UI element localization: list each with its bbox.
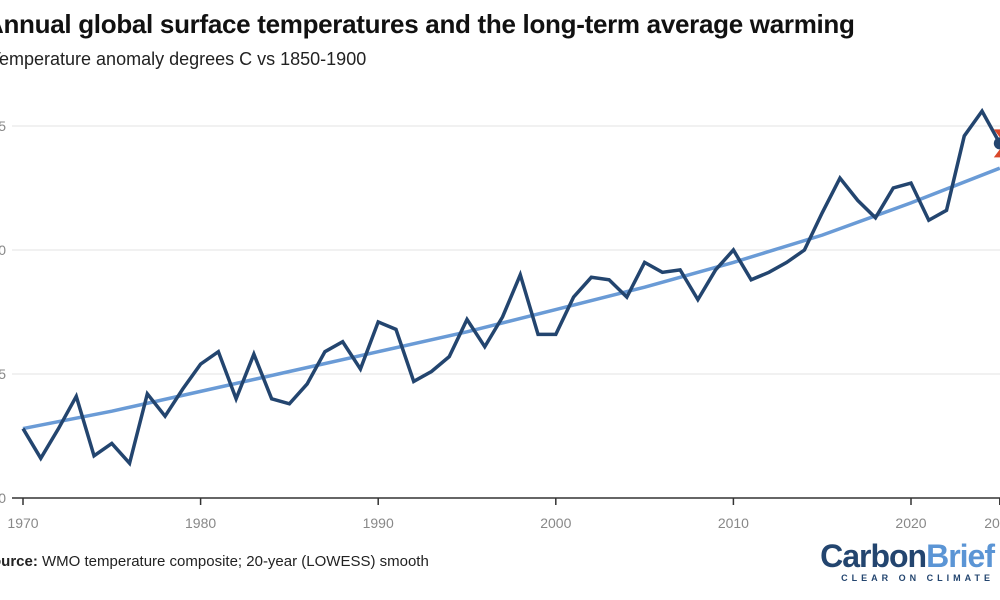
x-tick-label: 2020 bbox=[895, 515, 926, 531]
chart-title: Annual global surface temperatures and t… bbox=[0, 9, 855, 39]
y-tick-label: 0.5 bbox=[0, 366, 6, 382]
source-text: WMO temperature composite; 20-year (LOWE… bbox=[37, 553, 429, 570]
x-tick-label: 2010 bbox=[718, 515, 749, 531]
latest-point-marker bbox=[993, 137, 1000, 150]
x-tick-label: 1970 bbox=[7, 515, 38, 531]
x-tick-label: 2000 bbox=[540, 515, 571, 531]
logo-part2: Brief bbox=[926, 538, 995, 574]
y-tick-label: 1.5 bbox=[0, 118, 6, 134]
range-marker-top bbox=[993, 129, 1000, 138]
source-note: Source: WMO temperature composite; 20-ye… bbox=[0, 553, 429, 570]
annual-temperature-line bbox=[21, 107, 1000, 467]
range-marker-bottom bbox=[993, 149, 1000, 158]
y-tick-label: 0.0 bbox=[0, 490, 6, 506]
x-tick-label: 1980 bbox=[185, 515, 216, 531]
carbonbrief-logo: CarbonBrief CLEAR ON CLIMATE bbox=[820, 538, 995, 583]
y-tick-label: 1.0 bbox=[0, 242, 6, 258]
logo-part1: Carbon bbox=[820, 538, 927, 574]
source-label: Source: bbox=[0, 553, 38, 570]
x-tick-label: 1990 bbox=[363, 515, 394, 531]
smooth-trend-line bbox=[22, 166, 1000, 431]
chart-subtitle: Temperature anomaly degrees C vs 1850-19… bbox=[0, 49, 367, 69]
logo-tagline: CLEAR ON CLIMATE bbox=[841, 573, 994, 583]
x-tick-label: 2025 bbox=[984, 515, 1000, 531]
